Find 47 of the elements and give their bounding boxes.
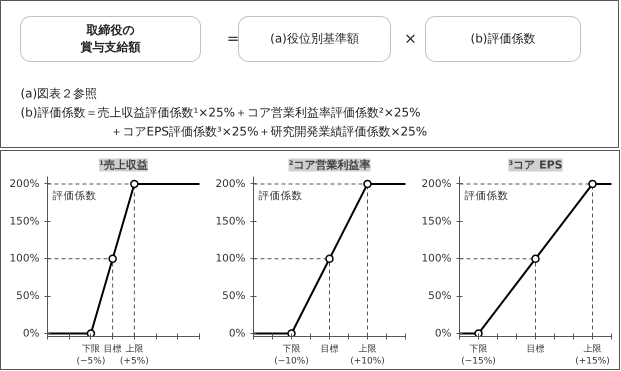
y-axis-title: 評価係数 [258,188,302,202]
point [363,180,372,188]
y-tick-label: 200% [421,178,452,190]
point [531,254,540,263]
chart-title: ²コア営業利益率 [288,158,370,172]
x-tick-label: 目標 [526,344,544,354]
chart-title: ³コア EPS [508,158,563,172]
text: = [226,30,240,48]
text: (a)図表２参照 [20,86,98,100]
point [108,254,117,263]
x-tick-label: 上限 (+15%) [575,344,610,366]
x-tick-label: 上限 (+5%) [120,344,149,366]
y-tick-label: 100% [215,252,246,265]
y-axis-title: 評価係数 [52,188,96,202]
y-tick-label: 200% [9,178,40,190]
text: (b)評価係数 [470,32,536,46]
y-axis-title: 評価係数 [464,188,508,202]
y-tick-label: 50% [222,290,246,302]
text: 取締役の賞与支給額 [80,23,140,54]
y-tick-label: 150% [215,215,246,228]
x-tick-label: 下限 (−10%) [274,344,309,366]
y-tick-label: 0% [434,328,452,340]
text: (b)評価係数＝売上収益評価係数¹×25%＋コア営業利益率評価係数²×25% [20,106,421,120]
y-tick-label: 150% [9,215,40,228]
x-tick-label: 目標 [104,344,122,354]
x-tick-label: 上限 (+10%) [350,344,385,366]
point [588,180,597,188]
point [287,329,296,336]
x-tick-label: 下限 (−15%) [461,344,496,366]
chart-title: ¹売上収益 [99,158,148,172]
text: ＋コアEPS評価係数³×25%＋研究開発業績評価係数×25% [110,124,428,138]
y-tick-label: 100% [9,252,40,265]
y-tick-label: 0% [22,328,40,340]
point [474,329,483,336]
y-tick-label: 150% [421,215,452,228]
text: × [404,30,417,48]
point [325,254,334,263]
point [130,180,139,188]
x-tick-label: 下限 (−5%) [76,344,106,366]
point [86,329,96,336]
y-tick-label: 0% [228,328,246,340]
y-tick-label: 100% [421,252,452,265]
y-tick-label: 200% [215,178,246,190]
x-tick-label: 目標 [320,344,338,354]
y-tick-label: 50% [428,290,452,302]
text: (a)役位別基準額 [270,32,359,46]
y-tick-label: 50% [16,290,40,302]
